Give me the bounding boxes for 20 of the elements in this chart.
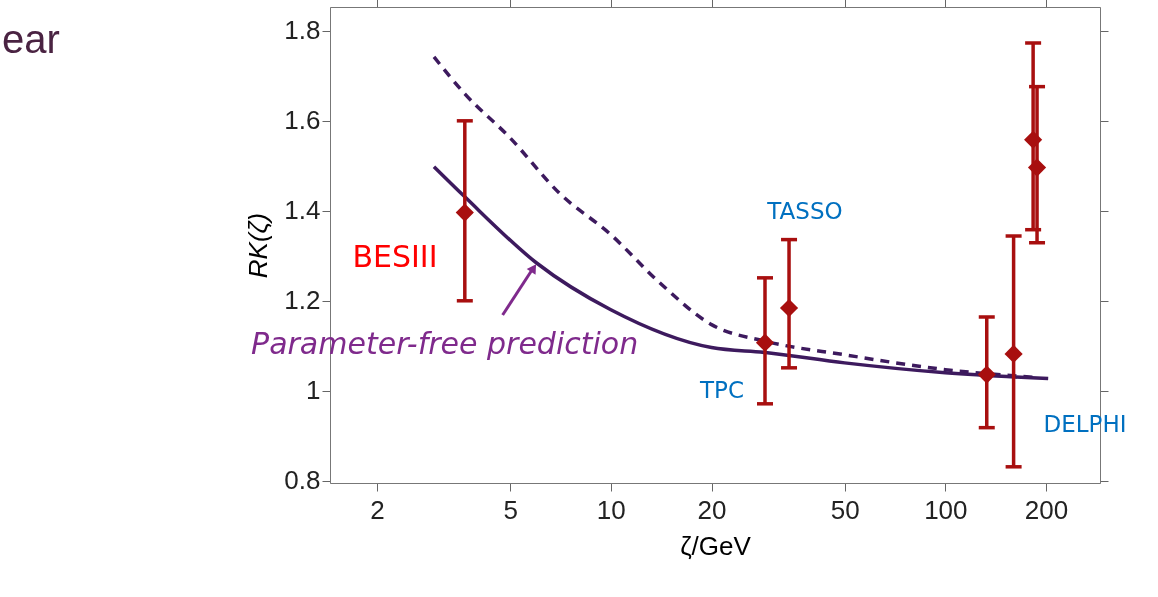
- x-tick-label: 200: [1024, 494, 1069, 525]
- y-axis-title: RK(ζ): [243, 212, 274, 279]
- x-tick-label: 100: [924, 494, 968, 525]
- x-tick-label: 20: [697, 494, 727, 525]
- y-tick-label: 1: [306, 375, 321, 406]
- annotation: BESIII: [352, 239, 438, 274]
- y-tick-label: 1.4: [284, 195, 321, 226]
- annotation: TPC: [699, 377, 744, 403]
- y-tick-label: 1.2: [284, 285, 321, 316]
- annotation: DELPHI: [1043, 411, 1127, 437]
- x-tick-label: 10: [596, 494, 626, 525]
- y-tick-label: 1.6: [284, 105, 321, 136]
- x-tick-label: 5: [503, 494, 518, 525]
- x-tick-label: 2: [370, 494, 385, 525]
- y-tick-label: 0.8: [284, 465, 321, 496]
- annotation: TASSO: [766, 198, 843, 224]
- y-tick-label: 1.8: [284, 15, 321, 46]
- text: ear: [2, 17, 60, 61]
- x-tick-label: 50: [830, 494, 860, 525]
- x-axis-title: ζ/GeV: [680, 530, 752, 561]
